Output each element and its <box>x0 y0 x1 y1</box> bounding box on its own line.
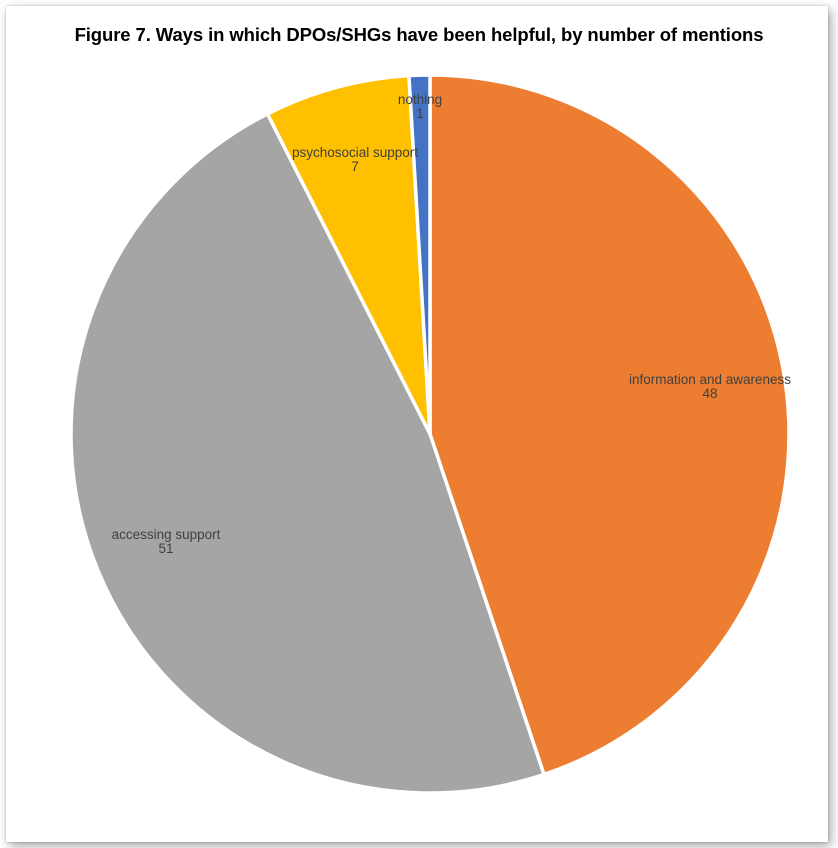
slice-label-accessing-support: accessing support 51 <box>112 527 221 556</box>
pie-slice-accessing-support <box>69 112 546 795</box>
slice-label-information-and-awareness: information and awareness 48 <box>629 372 791 401</box>
pie-labels: information and awareness 48 accessing sup… <box>112 92 792 556</box>
chart-title: Figure 7. Ways in which DPOs/SHGs have b… <box>74 24 764 45</box>
pie-slice-nothing <box>407 73 432 436</box>
slice-label-psychosocial-support: psychosocial support 7 <box>292 145 418 174</box>
pie-slice-information-and-awareness <box>428 73 791 777</box>
pie-slice-psychosocial-support <box>265 73 432 436</box>
pie-slices <box>69 73 791 795</box>
slice-label-nothing: nothing 1 <box>398 92 442 121</box>
